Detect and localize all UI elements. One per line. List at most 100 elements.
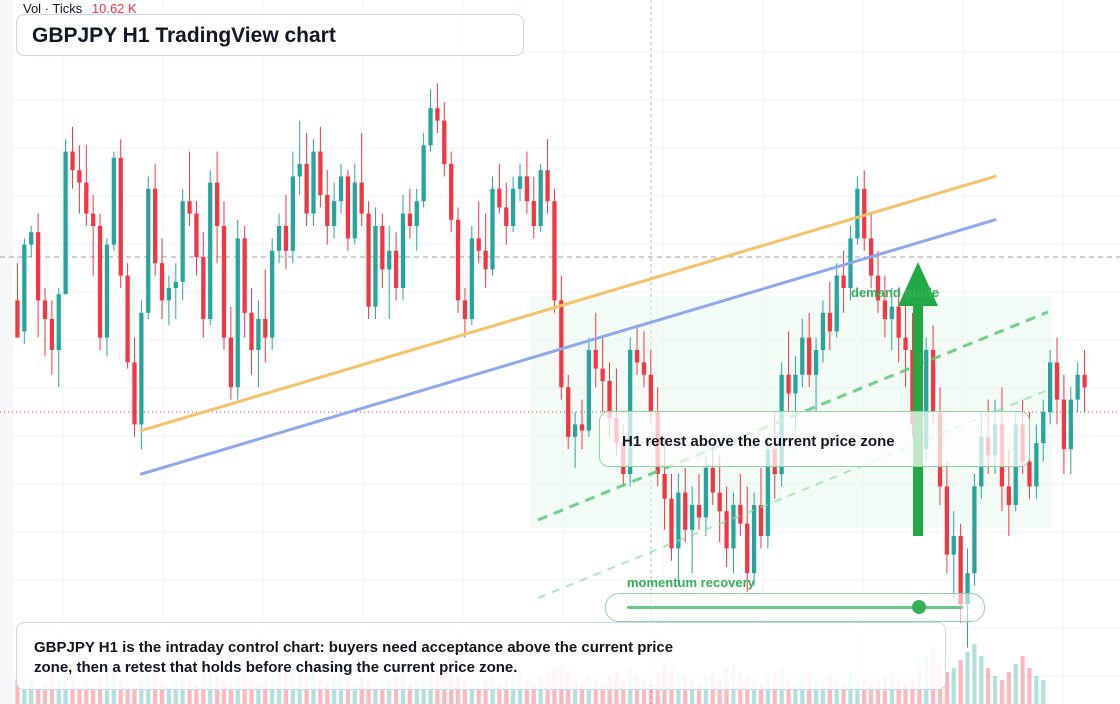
candle[interactable] <box>49 300 54 375</box>
candle[interactable] <box>290 151 295 264</box>
candle[interactable] <box>841 250 846 313</box>
candle[interactable] <box>194 201 199 276</box>
candle[interactable] <box>139 300 144 450</box>
candle[interactable] <box>882 275 888 338</box>
candle[interactable] <box>153 164 158 276</box>
candle[interactable] <box>311 139 316 226</box>
candle[interactable] <box>1034 424 1039 499</box>
candle[interactable] <box>634 325 640 375</box>
candle[interactable] <box>208 170 213 326</box>
candle[interactable] <box>1061 374 1067 474</box>
candle[interactable] <box>318 126 323 208</box>
candle[interactable] <box>600 337 605 412</box>
candle[interactable] <box>545 139 550 214</box>
candle[interactable] <box>256 300 261 388</box>
candle[interactable] <box>407 188 412 239</box>
candle[interactable] <box>228 306 233 400</box>
candle[interactable] <box>593 312 598 388</box>
candle[interactable] <box>63 139 68 295</box>
candle[interactable] <box>869 213 874 288</box>
candle[interactable] <box>586 337 591 437</box>
candle[interactable] <box>469 226 474 326</box>
candle[interactable] <box>159 238 165 319</box>
candle[interactable] <box>77 145 82 214</box>
candle[interactable] <box>566 374 571 450</box>
candle[interactable] <box>22 238 27 344</box>
momentum-knob[interactable] <box>912 600 927 614</box>
candle[interactable] <box>1048 350 1053 425</box>
candle[interactable] <box>111 151 116 251</box>
candle[interactable] <box>435 83 440 133</box>
candle[interactable] <box>352 164 357 245</box>
candle[interactable] <box>476 201 481 264</box>
candle[interactable] <box>517 164 523 202</box>
orange-trendline[interactable] <box>139 174 997 433</box>
candle[interactable] <box>84 145 89 226</box>
candle[interactable] <box>813 337 819 412</box>
candle[interactable] <box>703 455 709 536</box>
candle[interactable] <box>944 461 949 574</box>
candle[interactable] <box>173 263 178 319</box>
candle[interactable] <box>896 288 901 363</box>
candle[interactable] <box>380 213 385 288</box>
candle[interactable] <box>332 182 337 239</box>
candle[interactable] <box>242 226 247 338</box>
candle[interactable] <box>373 207 378 319</box>
candle[interactable] <box>827 281 832 350</box>
candle[interactable] <box>807 312 812 388</box>
candle[interactable] <box>15 263 20 338</box>
candle[interactable] <box>717 455 722 543</box>
candle[interactable] <box>951 511 956 598</box>
candle[interactable] <box>304 133 309 226</box>
candle[interactable] <box>696 474 702 530</box>
candle[interactable] <box>29 226 34 257</box>
candle[interactable] <box>538 164 543 233</box>
candle[interactable] <box>490 176 495 276</box>
candle[interactable] <box>1041 399 1046 462</box>
candle[interactable] <box>738 474 743 536</box>
candle[interactable] <box>579 399 585 450</box>
candle[interactable] <box>889 288 894 350</box>
candle[interactable] <box>146 176 151 319</box>
candle[interactable] <box>559 275 564 400</box>
candle[interactable] <box>683 467 688 543</box>
candle[interactable] <box>972 474 977 586</box>
candle[interactable] <box>834 263 839 338</box>
candle[interactable] <box>132 337 137 437</box>
candle[interactable] <box>731 492 736 574</box>
candle[interactable] <box>449 151 454 233</box>
candle[interactable] <box>97 213 103 350</box>
candle[interactable] <box>42 288 48 357</box>
candle[interactable] <box>483 213 488 288</box>
candle[interactable] <box>325 170 330 245</box>
trendlines[interactable] <box>139 174 997 476</box>
candle[interactable] <box>1075 362 1080 412</box>
candle[interactable] <box>400 195 406 301</box>
candle[interactable] <box>903 300 908 388</box>
candle[interactable] <box>524 151 530 214</box>
candle[interactable] <box>531 176 536 239</box>
candle[interactable] <box>820 300 826 363</box>
candle[interactable] <box>462 288 468 338</box>
candle[interactable] <box>442 102 447 177</box>
candle[interactable] <box>270 238 275 350</box>
candle[interactable] <box>187 151 192 226</box>
candle[interactable] <box>421 133 426 208</box>
candle[interactable] <box>552 188 557 313</box>
candle[interactable] <box>166 275 172 326</box>
candle[interactable] <box>855 176 860 245</box>
candle[interactable] <box>214 151 220 264</box>
candle[interactable] <box>297 120 302 195</box>
candle[interactable] <box>118 139 123 288</box>
candle[interactable] <box>91 195 96 276</box>
candle[interactable] <box>497 164 502 214</box>
candle[interactable] <box>366 201 371 319</box>
volume-indicator-label[interactable]: Vol · Ticks 10.62 K <box>23 1 137 16</box>
candle[interactable] <box>786 331 791 412</box>
candle[interactable] <box>930 325 936 425</box>
candle[interactable] <box>751 492 757 586</box>
candle[interactable] <box>201 232 206 338</box>
candle[interactable] <box>724 486 729 567</box>
candle[interactable] <box>414 188 419 251</box>
candle[interactable] <box>676 474 681 586</box>
